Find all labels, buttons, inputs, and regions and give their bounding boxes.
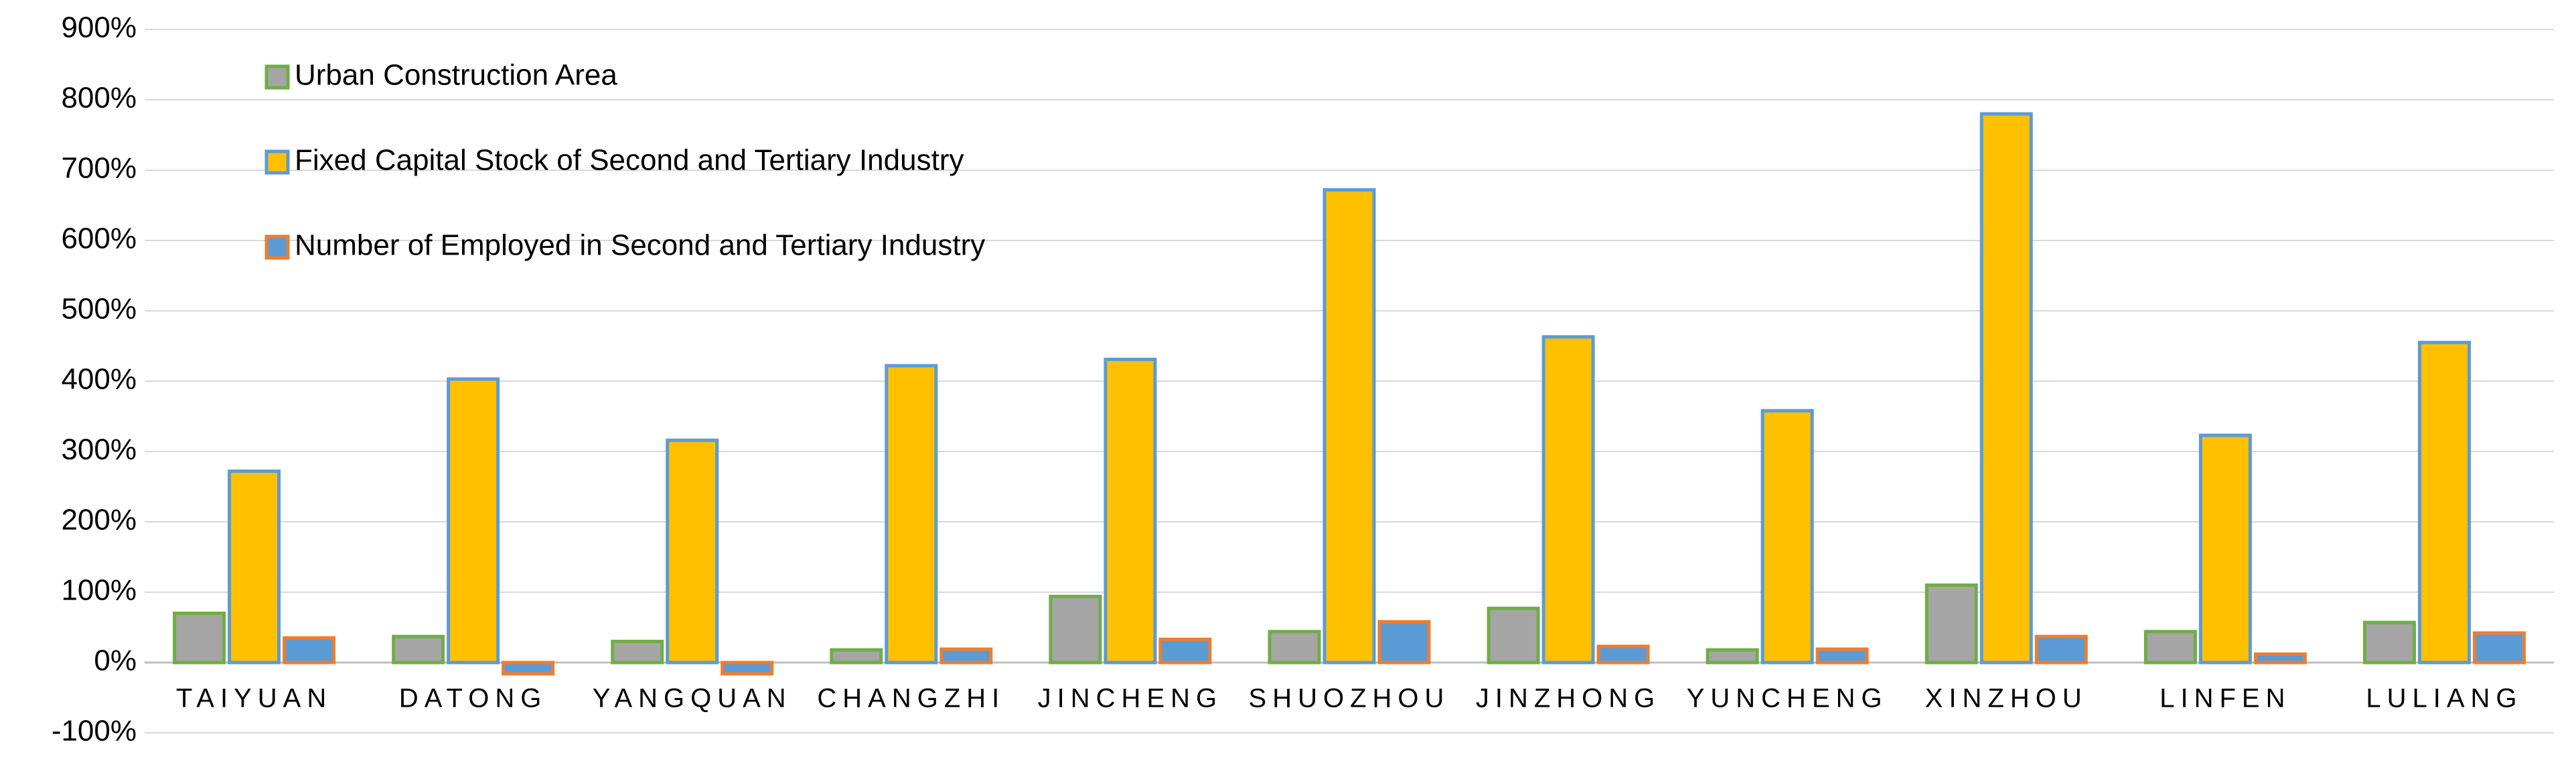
y-tick-label: -100% bbox=[52, 715, 137, 748]
bar bbox=[1322, 188, 1376, 665]
x-tick-label: JINZHONG bbox=[1476, 684, 1661, 713]
x-tick-label: YANGQUAN bbox=[593, 684, 792, 713]
bar bbox=[447, 377, 500, 665]
bar bbox=[1760, 409, 1814, 665]
bar bbox=[2253, 652, 2307, 665]
y-tick-label: 800% bbox=[61, 82, 137, 115]
bar bbox=[283, 636, 336, 665]
bar bbox=[939, 647, 993, 665]
y-tick-label: 100% bbox=[61, 574, 137, 607]
bar bbox=[2362, 620, 2416, 665]
y-tick-label: 300% bbox=[61, 433, 137, 466]
bar bbox=[1979, 112, 2033, 665]
bar bbox=[2143, 630, 2197, 665]
y-tick-label: 500% bbox=[61, 293, 137, 326]
x-tick-label: LINFEN bbox=[2160, 684, 2291, 713]
bar bbox=[1487, 606, 1540, 665]
bar bbox=[1104, 357, 1157, 665]
bar bbox=[1706, 648, 1759, 665]
x-tick-label: TAIYUAN bbox=[176, 684, 332, 713]
y-tick-label: 700% bbox=[61, 152, 137, 185]
bar bbox=[1596, 644, 1650, 665]
bar bbox=[1541, 335, 1595, 665]
x-tick-label: XINZHOU bbox=[1925, 684, 2088, 713]
bar bbox=[611, 640, 664, 665]
bar bbox=[1158, 637, 1212, 665]
y-tick-label: 200% bbox=[61, 504, 137, 537]
y-tick-label: 600% bbox=[61, 222, 137, 255]
y-tick-label: 900% bbox=[61, 11, 137, 44]
y-tick-label: 0% bbox=[94, 644, 137, 677]
bar bbox=[1049, 594, 1102, 665]
legend-label: Fixed Capital Stock of Second and Tertia… bbox=[295, 144, 964, 177]
bar bbox=[228, 469, 281, 665]
y-tick-label: 400% bbox=[61, 363, 137, 396]
bar bbox=[666, 438, 719, 665]
bar bbox=[1268, 630, 1321, 665]
bar bbox=[1815, 647, 1869, 665]
legend-swatch bbox=[264, 234, 290, 260]
x-tick-label: CHANGZHI bbox=[817, 684, 1005, 713]
x-tick-label: DATONG bbox=[399, 684, 547, 713]
bar bbox=[1924, 583, 1978, 665]
bar bbox=[173, 612, 226, 665]
legend-swatch bbox=[264, 64, 290, 90]
bar bbox=[502, 661, 555, 676]
x-tick-label: YUNCHENG bbox=[1687, 684, 1888, 713]
bar bbox=[1377, 620, 1431, 665]
bar bbox=[2198, 433, 2252, 665]
bar bbox=[392, 634, 445, 665]
x-tick-label: LULIANG bbox=[2366, 684, 2522, 713]
bar bbox=[721, 661, 774, 676]
legend-label: Urban Construction Area bbox=[295, 59, 617, 92]
legend-swatch bbox=[264, 149, 290, 175]
legend-label: Number of Employed in Second and Tertiar… bbox=[295, 229, 985, 262]
bar bbox=[885, 364, 938, 665]
x-tick-label: JINCHENG bbox=[1038, 684, 1223, 713]
bar bbox=[830, 648, 883, 665]
bar bbox=[2472, 631, 2526, 665]
x-tick-label: SHUOZHOU bbox=[1249, 684, 1450, 713]
bar bbox=[2034, 634, 2088, 665]
bar bbox=[2417, 340, 2471, 665]
